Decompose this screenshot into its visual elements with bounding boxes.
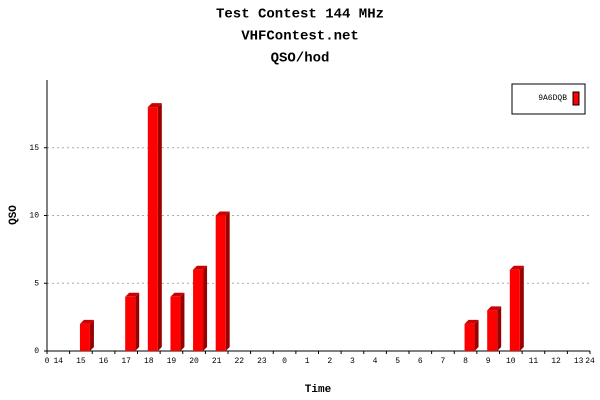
bar <box>147 107 158 351</box>
x-tick-label: 9 <box>486 357 491 366</box>
x-tick-label: 3 <box>350 357 355 366</box>
x-tick-label: 15 <box>76 357 86 366</box>
bar-top <box>215 211 230 216</box>
x-tick-label: 8 <box>463 357 468 366</box>
bar-side <box>135 292 140 351</box>
x-tick-label: 21 <box>212 357 222 366</box>
bar-side <box>180 292 185 351</box>
y-tick-label: 0 <box>34 347 39 356</box>
x-tick-label: 0 <box>45 357 50 366</box>
bar <box>464 323 475 351</box>
y-tick-label: 5 <box>34 279 39 288</box>
x-tick-label: 11 <box>529 357 539 366</box>
x-tick-label: 13 <box>574 357 584 366</box>
y-tick-label: 15 <box>29 144 39 153</box>
y-tick-label: 10 <box>29 212 39 221</box>
chart-subtitle: VHFContest.net <box>241 29 359 45</box>
bar <box>79 323 90 351</box>
x-tick-label: 5 <box>395 357 400 366</box>
x-tick-label: 14 <box>54 357 64 366</box>
x-axis-title: Time <box>305 384 332 396</box>
chart-subtitle: QSO/hod <box>271 51 330 67</box>
bar-top <box>125 292 140 297</box>
chart-title: Test Contest 144 MHz <box>216 7 384 23</box>
bar <box>487 310 498 351</box>
bar-top <box>193 265 208 270</box>
bar-side <box>203 265 208 351</box>
y-axis-title: QSO <box>8 205 20 225</box>
bar <box>125 296 136 351</box>
bar-side <box>225 211 230 351</box>
bar <box>509 269 520 351</box>
bar-side <box>157 103 162 351</box>
x-tick-label: 10 <box>506 357 516 366</box>
x-tick-label: 4 <box>373 357 378 366</box>
bar <box>193 269 204 351</box>
bar-top <box>79 319 94 324</box>
x-tick-label: 7 <box>441 357 446 366</box>
bar-side <box>497 306 502 351</box>
bar-side <box>519 265 524 351</box>
x-tick-label: 17 <box>121 357 131 366</box>
bar-top <box>170 292 185 297</box>
x-tick-label: 2 <box>327 357 332 366</box>
x-tick-label: 23 <box>257 357 267 366</box>
bar-top <box>487 306 502 311</box>
x-tick-label: 18 <box>144 357 154 366</box>
bar-top <box>464 319 479 324</box>
bar-top <box>509 265 524 270</box>
bar-top <box>147 103 162 108</box>
x-tick-label: 12 <box>551 357 561 366</box>
x-tick-label: 22 <box>235 357 245 366</box>
bar-side <box>89 319 94 351</box>
bar <box>170 296 181 351</box>
x-tick-label: 16 <box>99 357 109 366</box>
bar-side <box>474 319 479 351</box>
x-tick-label: 24 <box>585 357 595 366</box>
x-tick-label: 19 <box>167 357 177 366</box>
legend-label: 9A6DQB <box>538 94 567 103</box>
x-tick-label: 20 <box>189 357 199 366</box>
x-tick-label: 6 <box>418 357 423 366</box>
x-tick-label: 0 <box>282 357 287 366</box>
bar <box>215 215 226 351</box>
legend-swatch <box>572 91 580 106</box>
x-tick-label: 1 <box>305 357 310 366</box>
